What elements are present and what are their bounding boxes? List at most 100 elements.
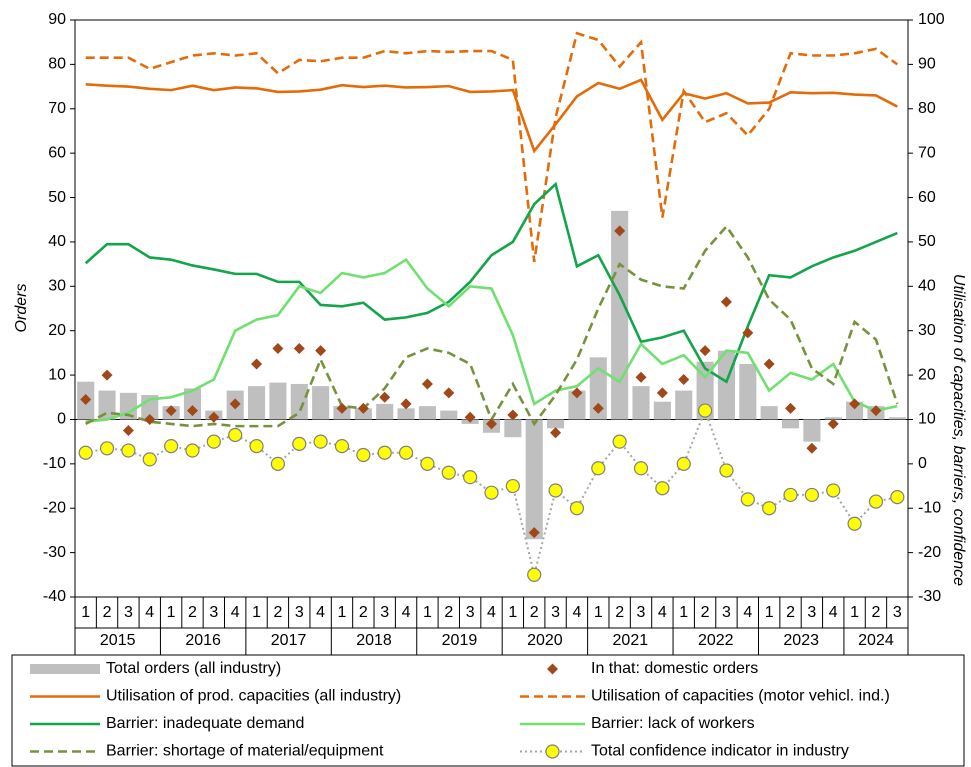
year-label: 2015 — [100, 632, 136, 649]
bar — [632, 386, 650, 420]
x-tick-label: 4 — [231, 604, 240, 621]
line-marker — [249, 438, 264, 454]
bar — [803, 419, 821, 442]
y2-tick-label: 50 — [918, 233, 936, 250]
y-tick-label: 90 — [48, 11, 66, 28]
point — [272, 342, 284, 354]
x-tick-label: 2 — [786, 604, 795, 621]
point — [507, 409, 519, 421]
y-tick-label: 50 — [48, 189, 66, 206]
line-marker — [505, 478, 520, 494]
point — [870, 405, 882, 417]
y-tick-label: -30 — [43, 544, 66, 561]
x-tick-label: 2 — [872, 604, 881, 621]
year-label: 2020 — [527, 632, 563, 649]
line-marker — [398, 445, 414, 460]
line-marker — [676, 456, 691, 471]
y2-tick-label: 40 — [918, 278, 936, 295]
x-tick-label: 1 — [338, 604, 347, 621]
x-tick-label: 3 — [466, 604, 475, 621]
y-axis-label: Orders — [13, 284, 30, 333]
line-marker — [185, 443, 200, 458]
bar — [568, 390, 586, 420]
y2-tick-label: 80 — [918, 100, 936, 117]
bar — [717, 350, 735, 420]
line-marker — [484, 485, 499, 500]
line-marker — [868, 494, 884, 509]
bar — [440, 410, 458, 420]
x-tick-label: 4 — [743, 604, 752, 621]
point — [720, 296, 732, 308]
line-marker — [740, 492, 755, 507]
point — [849, 398, 861, 410]
y2-tick-label: 30 — [918, 322, 936, 339]
bar — [312, 386, 330, 420]
line-marker — [612, 434, 627, 449]
year-label: 2017 — [271, 632, 307, 649]
x-tick-label: 2 — [701, 604, 710, 621]
x-tick-label: 3 — [551, 604, 560, 621]
point — [336, 402, 348, 414]
x-tick-label: 1 — [679, 604, 688, 621]
bar — [675, 390, 693, 420]
year-label: 2024 — [858, 632, 894, 649]
y-tick-label: 20 — [48, 322, 66, 339]
x-tick-label: 2 — [615, 604, 624, 621]
line-marker — [569, 501, 585, 516]
x-tick-label: 3 — [380, 604, 389, 621]
bar — [760, 406, 778, 420]
y2-tick-label: 100 — [918, 11, 945, 28]
x-tick-label: 4 — [145, 604, 154, 621]
point — [80, 393, 92, 405]
y-tick-label: 60 — [48, 144, 66, 161]
bar — [824, 417, 842, 420]
bar — [547, 419, 565, 429]
bar — [611, 210, 629, 420]
x-tick-label: 1 — [167, 604, 176, 621]
y-tick-label: 80 — [48, 56, 66, 73]
year-label: 2018 — [356, 632, 392, 649]
point — [699, 345, 711, 357]
point — [464, 411, 476, 423]
legend-label: In that: domestic orders — [591, 660, 758, 677]
y-tick-label: -40 — [43, 588, 66, 605]
bar — [397, 408, 415, 420]
legend-label: Barrier: lack of workers — [591, 715, 755, 732]
line-marker — [548, 483, 563, 498]
x-tick-label: 1 — [765, 604, 774, 621]
line-marker — [420, 456, 435, 471]
y-tick-label: 70 — [48, 100, 66, 117]
y2-tick-label: 60 — [918, 189, 936, 206]
line-marker — [121, 443, 136, 458]
x-tick-label: 4 — [487, 604, 496, 621]
legend-marker — [545, 744, 560, 759]
point — [785, 402, 797, 414]
x-tick-label: 1 — [850, 604, 859, 621]
bar — [248, 386, 266, 420]
line — [84, 181, 898, 384]
line — [85, 407, 898, 576]
y2-tick-label: 70 — [918, 144, 936, 161]
point — [186, 405, 198, 417]
x-tick-label: 2 — [188, 604, 197, 621]
point — [379, 391, 391, 403]
x-tick-label: 4 — [402, 604, 411, 621]
line-marker — [633, 461, 649, 476]
point — [251, 358, 263, 370]
x-tick-label: 2 — [444, 604, 453, 621]
bar — [269, 382, 287, 420]
x-tick-label: 3 — [893, 604, 902, 621]
line-marker — [847, 516, 862, 531]
x-tick-label: 3 — [124, 604, 133, 621]
bar — [354, 408, 372, 420]
y2-tick-label: -20 — [918, 544, 941, 561]
line-marker — [206, 434, 221, 449]
legend-label: Barrier: shortage of material/equipment — [106, 743, 384, 760]
legend-label: Total orders (all industry) — [106, 660, 281, 677]
point — [144, 413, 156, 425]
y-tick-label: -20 — [43, 499, 66, 516]
point — [229, 398, 241, 410]
line — [85, 31, 899, 263]
y-tick-label: 30 — [48, 278, 66, 295]
line-marker — [356, 447, 371, 463]
